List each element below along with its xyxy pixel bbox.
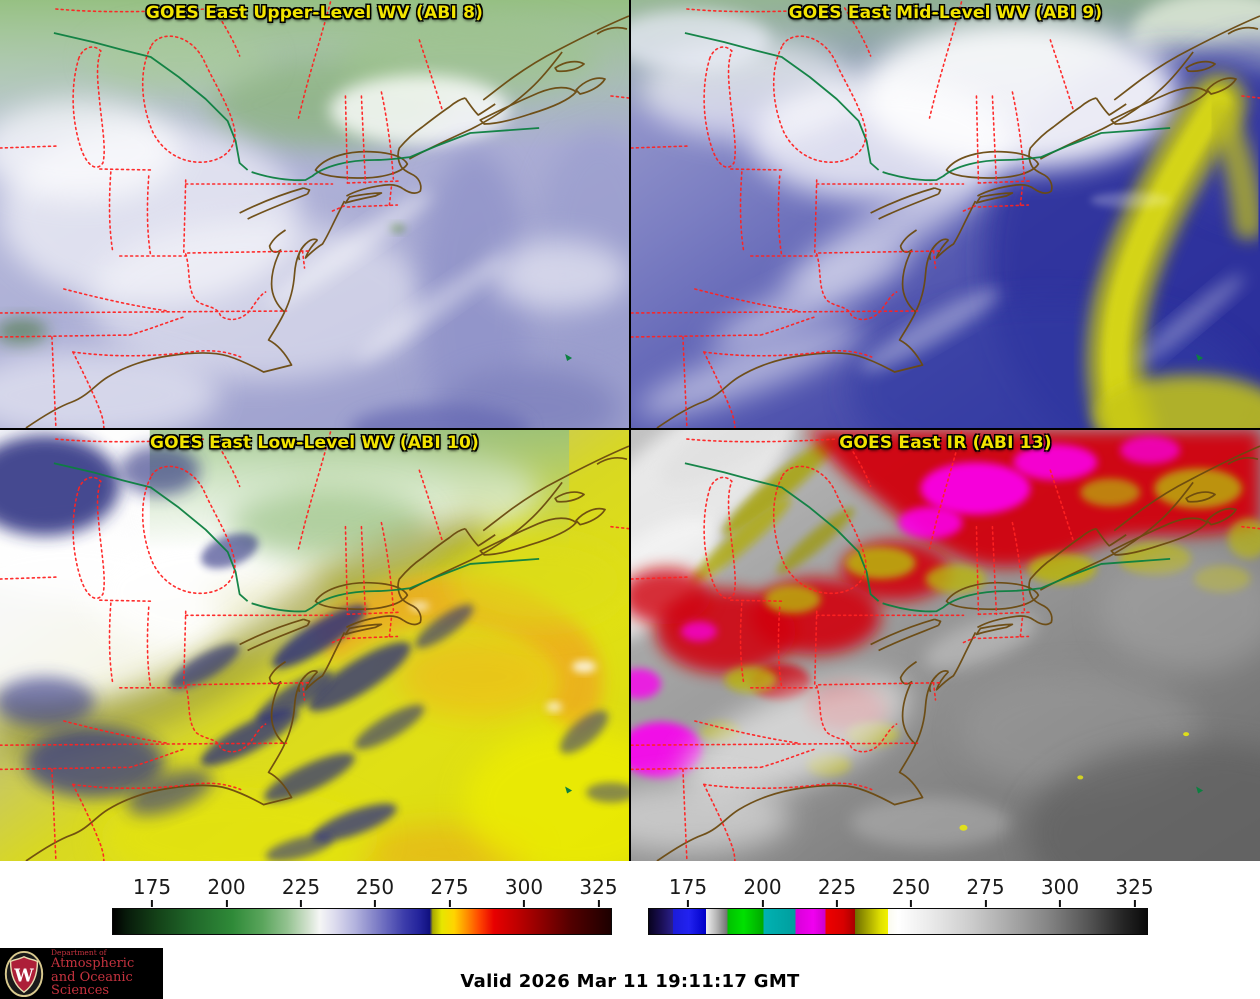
colorbar-ir-ticks: 175 200 225 250 275 300 325: [648, 874, 1154, 908]
tick-label: 275: [430, 875, 469, 899]
ir-image: [631, 430, 1260, 861]
tick-mark: [374, 900, 376, 907]
panel-title-low-level-wv: GOES East Low-Level WV (ABI 10): [149, 433, 479, 453]
tick-mark: [300, 900, 302, 907]
tick-mark: [597, 900, 600, 907]
colorbar-wv: 175 200 225 250 275 300 325: [112, 874, 618, 935]
logo-text: Department of Atmospheric and Oceanic Sc…: [51, 947, 163, 999]
tick-mark: [523, 900, 525, 907]
tick-mark: [225, 900, 228, 907]
tick-label: 300: [1040, 875, 1080, 899]
panel-ir: GOES East IR (ABI 13): [631, 430, 1260, 861]
tick-mark: [836, 900, 838, 907]
tick-label: 175: [668, 875, 708, 899]
tick-label: 200: [207, 875, 246, 899]
uw-aos-logo: W Department of Atmospheric and Oceanic …: [0, 948, 163, 999]
low-level-wv-image: [0, 430, 629, 861]
tick-mark: [1059, 900, 1061, 907]
logo-dept-line2: and Oceanic Sciences: [51, 969, 133, 999]
tick-mark: [910, 900, 912, 907]
tick-mark: [687, 900, 689, 907]
colorbar-wv-gradient: [112, 908, 612, 935]
valid-time-label: Valid 2026 Mar 11 19:11:17 GMT: [460, 971, 800, 992]
legend-strip: 175 200 225 250 275 300 325 175 200 225 …: [0, 861, 1260, 945]
panel-mid-level-wv: GOES East Mid-Level WV (ABI 9): [631, 0, 1260, 428]
tick-label: 250: [891, 875, 931, 899]
logo-dept-prefix: Department of: [51, 947, 107, 957]
tick-mark: [761, 900, 764, 907]
tick-label: 250: [355, 875, 395, 899]
uw-crest-icon: W: [4, 950, 44, 997]
tick-label: 275: [966, 875, 1005, 899]
mid-level-wv-image: [631, 0, 1260, 428]
tick-label: 175: [132, 875, 172, 899]
tick-label: 325: [1115, 875, 1154, 899]
tick-mark: [984, 900, 987, 907]
tick-label: 300: [504, 875, 544, 899]
tick-label: 325: [579, 875, 618, 899]
crest-letter: W: [13, 966, 34, 986]
panel-title-mid-level-wv: GOES East Mid-Level WV (ABI 9): [788, 3, 1103, 23]
tick-label: 200: [743, 875, 782, 899]
tick-label: 225: [817, 875, 857, 899]
colorbar-ir-gradient: [648, 908, 1148, 935]
panel-upper-level-wv: GOES East Upper-Level WV (ABI 8): [0, 0, 629, 428]
logo-dept-line1: Atmospheric: [51, 955, 135, 971]
colorbar-ir: 175 200 225 250 275 300 325: [648, 874, 1154, 935]
panel-title-ir: GOES East IR (ABI 13): [839, 433, 1052, 453]
footer: W Department of Atmospheric and Oceanic …: [0, 945, 1260, 999]
panel-low-level-wv: GOES East Low-Level WV (ABI 10): [0, 430, 629, 861]
upper-level-wv-image: [0, 0, 629, 428]
colorbar-wv-ticks: 175 200 225 250 275 300 325: [112, 874, 618, 908]
tick-mark: [448, 900, 451, 907]
tick-mark: [1133, 900, 1136, 907]
panel-title-upper-level-wv: GOES East Upper-Level WV (ABI 8): [145, 3, 484, 23]
tick-mark: [151, 900, 153, 907]
tick-label: 225: [281, 875, 321, 899]
panel-grid: GOES East Upper-Level WV (ABI 8): [0, 0, 1260, 861]
